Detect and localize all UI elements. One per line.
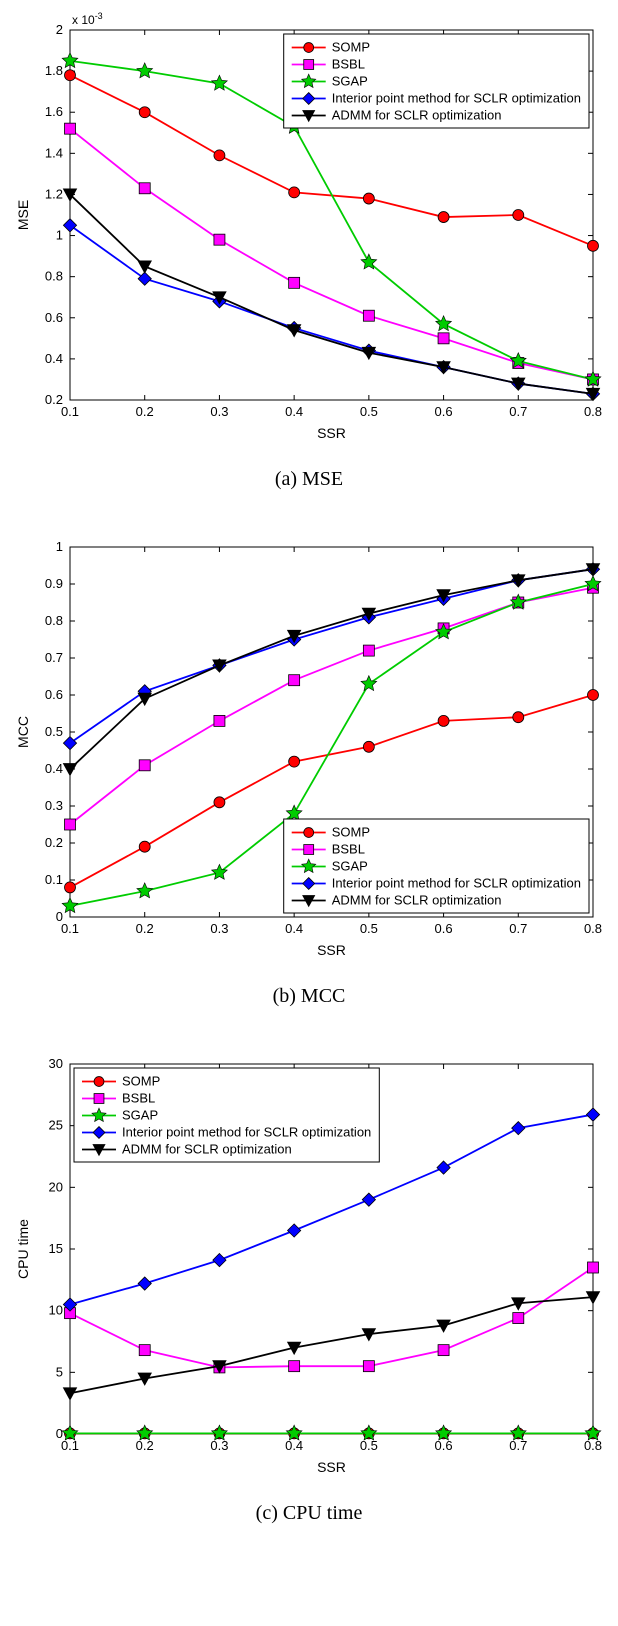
panel-cpu: 0.1 0.2 0.3 0.4 0.5 0.6 0.7 0.8 0 5 10 15 20 25 30 SSR C…	[0, 1034, 618, 1484]
svg-text:MCC: MCC	[15, 716, 31, 748]
svg-text:SOMP: SOMP	[122, 1074, 160, 1089]
caption-cpu: (c) CPU time	[0, 1484, 618, 1551]
svg-text:Interior point method for SCLR: Interior point method for SCLR optimizat…	[332, 876, 581, 891]
svg-text:SSR: SSR	[317, 942, 346, 958]
svg-text:SOMP: SOMP	[332, 825, 370, 840]
panel-mse: 0.10.20.30.40.50.60.70.80.20.40.60.811.2…	[0, 0, 618, 450]
svg-text:0.2: 0.2	[136, 404, 154, 419]
svg-text:SSR: SSR	[317, 425, 346, 441]
svg-text:1: 1	[56, 228, 63, 243]
svg-text:0.1: 0.1	[61, 1438, 79, 1453]
svg-text:20: 20	[49, 1179, 63, 1194]
svg-text:0.7: 0.7	[509, 1438, 527, 1453]
svg-text:0.8: 0.8	[584, 1438, 602, 1453]
svg-text:0.4: 0.4	[285, 1438, 303, 1453]
svg-text:SGAP: SGAP	[332, 74, 368, 89]
caption-mcc: (b) MCC	[0, 967, 618, 1034]
svg-text:0.6: 0.6	[45, 687, 63, 702]
caption-mse: (a) MSE	[0, 450, 618, 517]
svg-text:BSBL: BSBL	[332, 842, 365, 857]
chart-mse: 0.10.20.30.40.50.60.70.80.20.40.60.811.2…	[10, 10, 608, 450]
svg-text:1.8: 1.8	[45, 63, 63, 78]
svg-text:MSE: MSE	[15, 200, 31, 230]
svg-text:1: 1	[56, 539, 63, 554]
svg-text:1.4: 1.4	[45, 145, 63, 160]
svg-text:0.4: 0.4	[285, 404, 303, 419]
svg-text:0.2: 0.2	[136, 921, 154, 936]
svg-text:0.6: 0.6	[45, 310, 63, 325]
svg-text:0.7: 0.7	[509, 404, 527, 419]
svg-text:BSBL: BSBL	[122, 1091, 155, 1106]
svg-text:0.1: 0.1	[61, 921, 79, 936]
svg-text:0.6: 0.6	[435, 1438, 453, 1453]
svg-text:0.2: 0.2	[45, 835, 63, 850]
svg-text:0.3: 0.3	[45, 798, 63, 813]
svg-text:SGAP: SGAP	[332, 859, 368, 874]
svg-text:0.3: 0.3	[210, 1438, 228, 1453]
svg-text:0.8: 0.8	[45, 613, 63, 628]
svg-text:0.6: 0.6	[435, 921, 453, 936]
svg-text:Interior point method for SCLR: Interior point method for SCLR optimizat…	[122, 1125, 371, 1140]
svg-text:0.7: 0.7	[45, 650, 63, 665]
svg-text:CPU time: CPU time	[15, 1219, 31, 1279]
svg-text:0.7: 0.7	[509, 921, 527, 936]
chart-cpu: 0.1 0.2 0.3 0.4 0.5 0.6 0.7 0.8 0 5 10 15 20 25 30 SSR C…	[10, 1044, 608, 1484]
chart-mcc: 0.10.20.30.40.50.60.70.800.10.20.30.40.5…	[10, 527, 608, 967]
svg-text:25: 25	[49, 1118, 63, 1133]
svg-text:SGAP: SGAP	[122, 1108, 158, 1123]
svg-text:0.8: 0.8	[584, 921, 602, 936]
svg-text:0.8: 0.8	[45, 269, 63, 284]
svg-text:0.5: 0.5	[360, 921, 378, 936]
svg-text:SOMP: SOMP	[332, 40, 370, 55]
svg-text:Interior point method for SCLR: Interior point method for SCLR optimizat…	[332, 91, 581, 106]
svg-text:1.2: 1.2	[45, 186, 63, 201]
svg-text:0.8: 0.8	[584, 404, 602, 419]
svg-text:x 10-3: x 10-3	[72, 11, 103, 27]
svg-text:30: 30	[49, 1056, 63, 1071]
svg-text:SSR: SSR	[317, 1459, 346, 1475]
svg-text:0.2: 0.2	[136, 1438, 154, 1453]
svg-text:0.4: 0.4	[45, 761, 63, 776]
svg-text:1.6: 1.6	[45, 104, 63, 119]
svg-text:5: 5	[56, 1364, 63, 1379]
svg-text:0.3: 0.3	[210, 404, 228, 419]
svg-text:ADMM for SCLR optimization: ADMM for SCLR optimization	[122, 1142, 292, 1157]
svg-text:15: 15	[49, 1241, 63, 1256]
svg-text:0.1: 0.1	[45, 872, 63, 887]
svg-text:0.2: 0.2	[45, 392, 63, 407]
svg-text:10: 10	[49, 1303, 63, 1318]
svg-text:0.5: 0.5	[360, 404, 378, 419]
svg-text:0: 0	[56, 1426, 63, 1441]
svg-text:0.4: 0.4	[45, 351, 63, 366]
svg-text:0.5: 0.5	[45, 724, 63, 739]
svg-text:ADMM for SCLR optimization: ADMM for SCLR optimization	[332, 108, 502, 123]
svg-text:BSBL: BSBL	[332, 57, 365, 72]
svg-text:0.4: 0.4	[285, 921, 303, 936]
svg-text:2: 2	[56, 22, 63, 37]
svg-text:0.1: 0.1	[61, 404, 79, 419]
svg-text:0.5: 0.5	[360, 1438, 378, 1453]
svg-text:0.9: 0.9	[45, 576, 63, 591]
svg-text:ADMM for SCLR optimization: ADMM for SCLR optimization	[332, 893, 502, 908]
svg-text:0: 0	[56, 909, 63, 924]
svg-text:0.6: 0.6	[435, 404, 453, 419]
svg-text:0.3: 0.3	[210, 921, 228, 936]
panel-mcc: 0.10.20.30.40.50.60.70.800.10.20.30.40.5…	[0, 517, 618, 967]
